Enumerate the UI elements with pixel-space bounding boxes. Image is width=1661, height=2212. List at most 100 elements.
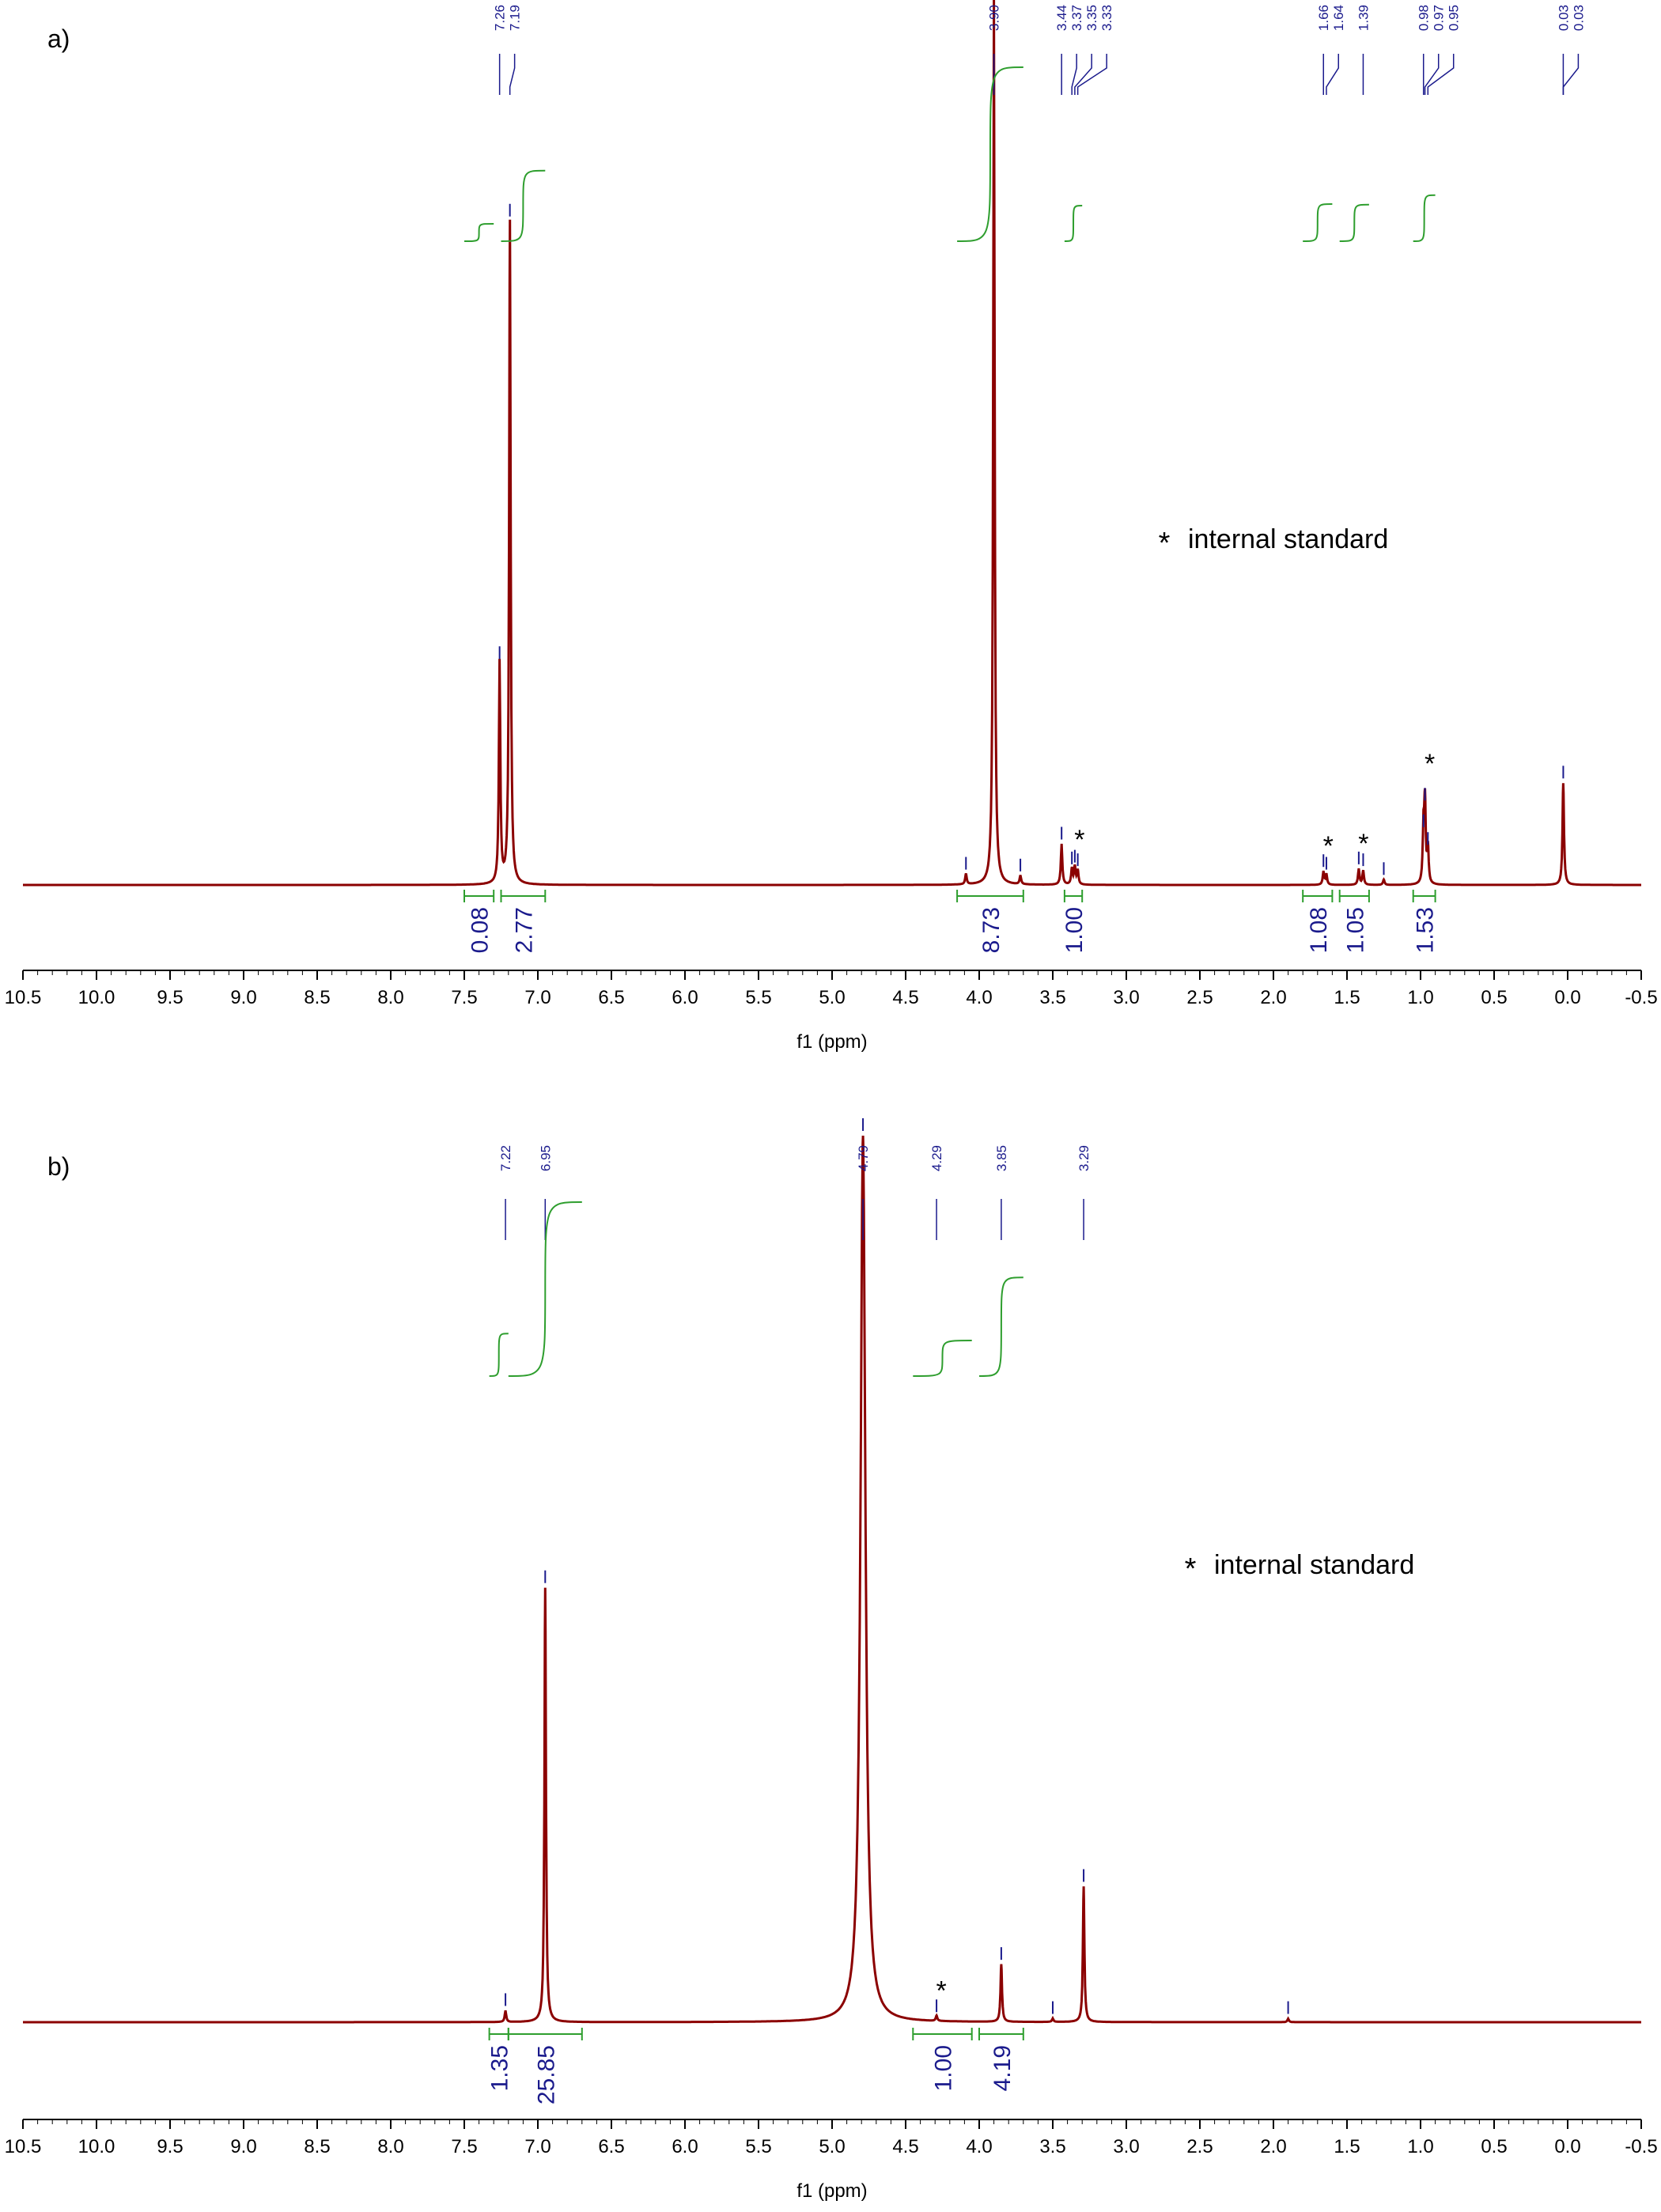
integral-value: 1.08 <box>1306 907 1332 953</box>
x-tick-label: 5.0 <box>819 2136 845 2157</box>
x-axis-label: f1 (ppm) <box>796 2180 867 2202</box>
x-tick-label: 4.5 <box>892 2136 918 2157</box>
x-tick-label: 1.5 <box>1334 987 1360 1008</box>
peak-label: 3.37 <box>1069 5 1084 31</box>
integral-curve <box>501 169 546 242</box>
integral-value: 4.19 <box>989 2045 1016 2091</box>
x-tick-label: 6.0 <box>672 987 698 1008</box>
integral-bracket <box>956 890 1024 902</box>
x-tick-label: 3.0 <box>1113 987 1139 1008</box>
x-tick-label: 5.5 <box>745 987 771 1008</box>
peak-label-connector <box>1074 54 1092 95</box>
x-tick-label: 4.5 <box>892 987 918 1008</box>
integral-curve <box>463 223 494 242</box>
integral-value: 25.85 <box>533 2045 559 2104</box>
x-tick-label: 9.0 <box>230 987 256 1008</box>
peak-label-connector <box>1071 54 1077 95</box>
integral-curve <box>1064 205 1083 242</box>
x-tick-label: 10.5 <box>5 987 42 1008</box>
integral-value: 1.00 <box>931 2045 957 2091</box>
x-tick-label: 0.5 <box>1481 987 1507 1008</box>
x-tick-label: 4.0 <box>966 2136 992 2157</box>
x-tick-label: 2.5 <box>1186 2136 1213 2157</box>
integral-curve <box>1339 203 1369 242</box>
asterisk-marker: * <box>1323 831 1334 861</box>
x-tick-label: 3.0 <box>1113 2136 1139 2157</box>
peak-label-connector <box>1076 54 1107 95</box>
x-tick-label: 3.5 <box>1039 2136 1065 2157</box>
x-tick-label: 0.5 <box>1481 2136 1507 2157</box>
peak-label: 0.03 <box>1571 5 1586 31</box>
x-tick-label: 8.0 <box>377 987 403 1008</box>
integral-curve <box>978 1276 1023 1377</box>
integral-bracket <box>978 2028 1024 2040</box>
integral-value: 2.77 <box>511 907 537 953</box>
legend-text: internal standard <box>1214 1550 1414 1580</box>
panel-label: b) <box>47 1152 70 1181</box>
spectrum-line <box>23 0 1641 887</box>
x-tick-label: 8.0 <box>377 2136 403 2157</box>
peak-label: 3.29 <box>1076 1145 1092 1171</box>
integral-curve <box>913 1340 972 1377</box>
integral-curve <box>489 1333 509 1377</box>
legend-asterisk: * <box>1185 1552 1197 1586</box>
spectrum-line <box>23 1135 1641 2024</box>
x-tick-label: 6.0 <box>672 2136 698 2157</box>
peak-label-connector <box>1424 54 1440 95</box>
x-tick-label: 1.0 <box>1407 2136 1433 2157</box>
x-tick-label: 7.5 <box>451 2136 477 2157</box>
x-tick-label: 10.5 <box>5 2136 42 2157</box>
x-tick-label: 9.0 <box>230 2136 256 2157</box>
x-tick-label: 2.5 <box>1186 987 1213 1008</box>
peak-label: 7.22 <box>498 1145 513 1171</box>
x-tick-label: 6.5 <box>598 2136 624 2157</box>
integral-curve <box>957 66 1023 242</box>
x-tick-label: 9.5 <box>157 987 183 1008</box>
x-tick-label: 4.0 <box>966 987 992 1008</box>
x-tick-label: 5.0 <box>819 987 845 1008</box>
x-tick-label: 10.0 <box>78 987 115 1008</box>
x-tick-label: -0.5 <box>1625 2136 1657 2157</box>
asterisk-marker: * <box>936 1976 946 2006</box>
asterisk-marker: * <box>1425 749 1435 779</box>
peak-label: 0.98 <box>1417 5 1432 31</box>
x-tick-label: 1.5 <box>1334 2136 1360 2157</box>
x-tick-label: 7.0 <box>524 987 551 1008</box>
peak-label-connector <box>1326 54 1339 95</box>
x-tick-label: 9.5 <box>157 2136 183 2157</box>
peak-label-connector <box>509 54 516 95</box>
peak-label: 7.26 <box>493 5 508 31</box>
integral-value: 1.35 <box>487 2045 513 2091</box>
peak-label: 3.44 <box>1054 5 1069 31</box>
x-tick-label: 8.5 <box>304 987 330 1008</box>
asterisk-marker: * <box>1358 829 1368 859</box>
peak-label-connector <box>1562 54 1580 95</box>
x-tick-label: 0.0 <box>1554 2136 1580 2157</box>
integral-bracket <box>1302 890 1334 902</box>
x-tick-label: 1.0 <box>1407 987 1433 1008</box>
x-tick-label: 6.5 <box>598 987 624 1008</box>
x-tick-label: 0.0 <box>1554 987 1580 1008</box>
integral-bracket <box>507 2028 583 2040</box>
peak-label: 3.90 <box>987 5 1002 31</box>
peak-label: 1.39 <box>1356 5 1371 31</box>
integral-value: 1.05 <box>1342 907 1368 953</box>
x-tick-label: 2.0 <box>1260 2136 1286 2157</box>
legend-asterisk: * <box>1159 527 1171 560</box>
integral-value: 8.73 <box>978 907 1005 953</box>
x-tick-label: 7.5 <box>451 987 477 1008</box>
peak-label-connector <box>1427 54 1455 95</box>
peak-label: 3.85 <box>994 1145 1009 1171</box>
integral-value: 1.00 <box>1061 907 1088 953</box>
integral-bracket <box>1063 890 1084 902</box>
integral-value: 0.08 <box>467 907 494 953</box>
x-tick-label: 3.5 <box>1039 987 1065 1008</box>
integral-curve <box>1413 194 1436 242</box>
x-tick-label: -0.5 <box>1625 987 1657 1008</box>
panel-label: a) <box>47 25 70 53</box>
integral-bracket <box>1412 890 1436 902</box>
integral-value: 1.53 <box>1413 907 1439 953</box>
integral-curve <box>1303 203 1333 242</box>
